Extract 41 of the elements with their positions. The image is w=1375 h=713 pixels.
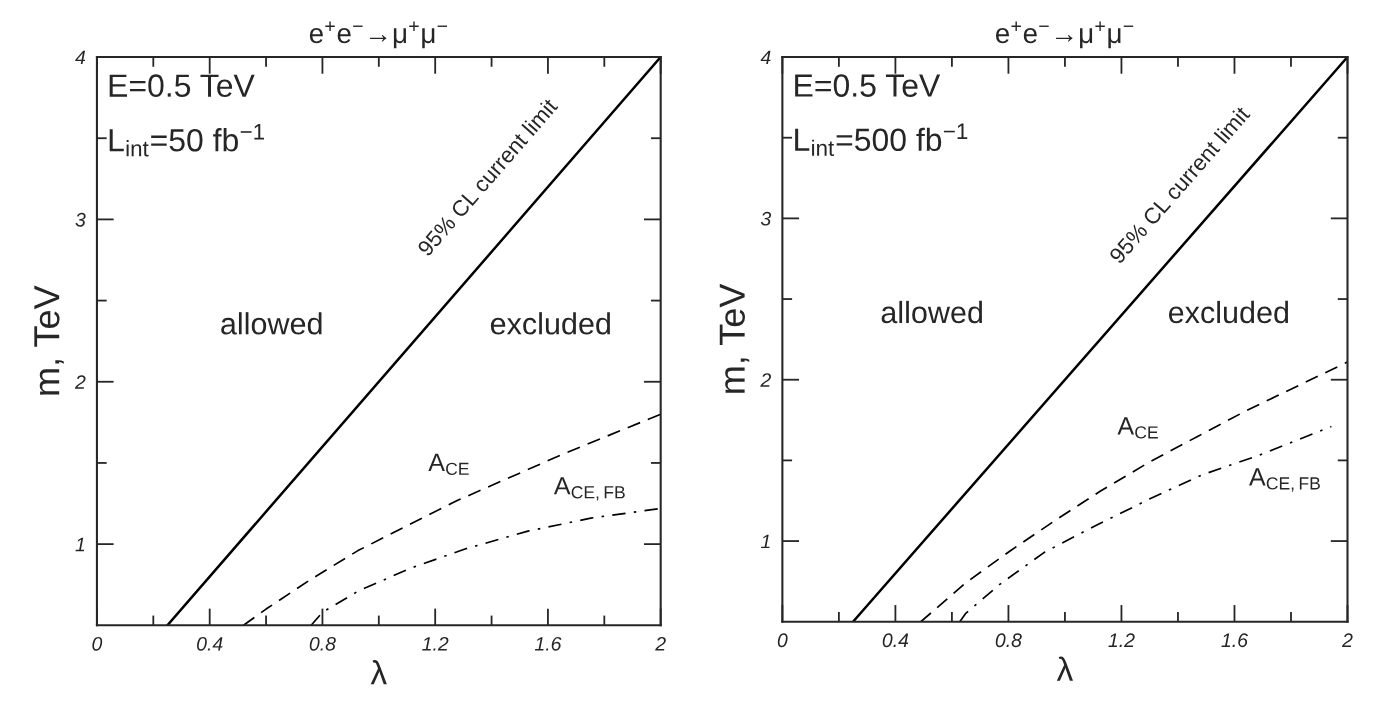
annotation: excluded	[1168, 300, 1289, 324]
x-tick-label: 1.2	[422, 636, 449, 651]
y-tick-label: 2	[74, 375, 86, 389]
line-series	[242, 413, 661, 626]
annotation: A$_{CE}$	[428, 453, 469, 476]
x-tick-label: 0.4	[882, 633, 909, 648]
y-tick-label: 3	[760, 211, 772, 226]
y-axis-title: m, TeV	[34, 285, 64, 395]
x-tick-label: 1.2	[1108, 633, 1135, 647]
annotation: allowed	[221, 312, 322, 335]
line-series	[919, 361, 1348, 622]
chart-title: e$^{+}$e$^{−}$→μ$^{+}$μ$^{−}$	[995, 21, 1134, 49]
x-tick-label: 0.8	[309, 636, 336, 651]
annotation: L$_{int}$=50 fb$^{−1}$	[109, 124, 265, 157]
annotation: excluded	[490, 312, 610, 335]
annotation: A$_{CE,FB}$	[553, 477, 625, 501]
chart-title: e$^{+}$e$^{−}$→μ$^{+}$μ$^{−}$	[309, 21, 448, 49]
annotation: A$_{CE,FB}$	[1249, 468, 1320, 492]
x-tick-label: 0	[777, 633, 788, 648]
x-tick-label: 1.6	[534, 636, 562, 651]
y-tick-label: 1	[760, 534, 770, 549]
annotation: A$_{CE}$	[1117, 417, 1158, 439]
x-tick-label: 0	[92, 636, 103, 651]
x-tick-label: 2	[655, 636, 666, 651]
y-tick-label: 3	[75, 212, 86, 227]
x-tick-label: 2	[1341, 633, 1353, 647]
x-tick-label: 0.8	[995, 633, 1022, 648]
x-tick-label: 1.6	[1221, 633, 1248, 648]
y-tick-label: 4	[75, 50, 86, 65]
y-axis-title: m, TeV	[719, 283, 750, 393]
x-axis-title: λ	[1056, 656, 1073, 681]
annotation: E=0.5 TeV	[795, 74, 941, 97]
x-tick-label: 0.4	[197, 636, 223, 651]
annotation: L$_{int}$=500 fb$^{−1}$	[795, 123, 968, 157]
y-tick-label: 1	[75, 537, 85, 552]
line-series	[310, 507, 661, 626]
x-axis-title: λ	[370, 660, 387, 685]
y-tick-label: 2	[760, 373, 771, 387]
y-tick-label: 4	[760, 50, 771, 65]
annotation: allowed	[881, 300, 982, 324]
annotation: E=0.5 TeV	[109, 74, 255, 97]
